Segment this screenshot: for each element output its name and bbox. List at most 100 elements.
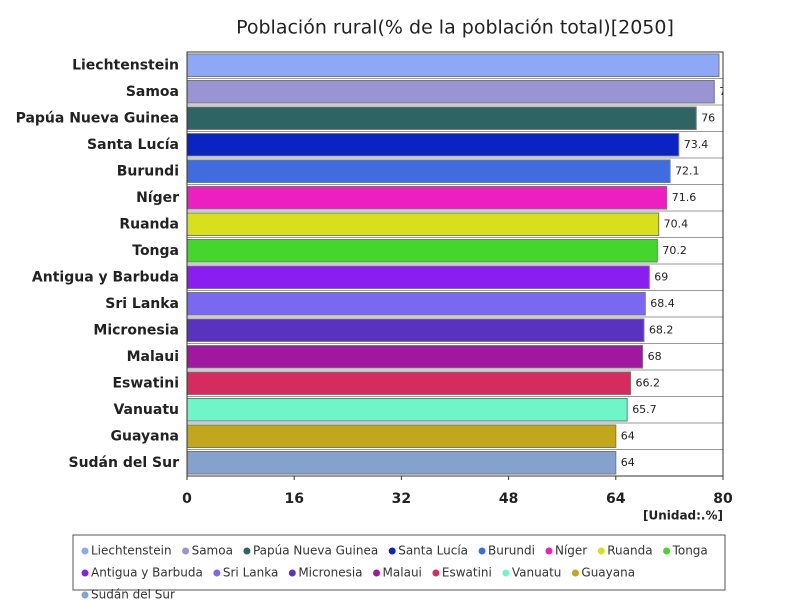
legend-label: Ruanda: [607, 544, 652, 558]
legend-marker: [432, 569, 440, 577]
y-tick-label: Papúa Nueva Guinea: [16, 110, 179, 126]
legend-marker: [478, 547, 486, 555]
y-tick-label: Samoa: [126, 84, 179, 100]
legend-label: Eswatini: [442, 566, 492, 580]
y-tick-label: Guayana: [111, 428, 179, 444]
bar: [187, 398, 628, 422]
bar: [187, 133, 680, 157]
legend-marker: [81, 569, 89, 577]
bar: [187, 186, 668, 210]
value-label: 70.2: [662, 244, 687, 257]
bar: [187, 345, 644, 369]
value-label: 71.6: [672, 191, 697, 204]
legend-item: Sudán del Sur: [81, 588, 175, 600]
legend-item: Burundi: [478, 544, 535, 558]
bar: [187, 212, 660, 236]
legend-marker: [81, 591, 89, 599]
value-label: 73.4: [684, 138, 709, 151]
x-tick-label: 0: [182, 491, 192, 507]
value-label: 66.2: [636, 376, 661, 389]
legend-marker: [243, 547, 251, 555]
legend-label: Níger: [555, 544, 587, 558]
legend-item: Micronesia: [288, 566, 363, 580]
legend-item: Antigua y Barbuda: [81, 566, 203, 580]
legend-box: [72, 534, 726, 591]
value-label: 64: [621, 429, 635, 442]
legend-label: Micronesia: [298, 566, 362, 580]
bar: [187, 80, 715, 104]
bar: [187, 265, 650, 289]
bar: [187, 424, 617, 448]
legend-item: Malaui: [373, 566, 422, 580]
legend-marker: [388, 547, 396, 555]
y-tick-label: Níger: [136, 190, 179, 206]
legend-label: Santa Lucía: [398, 544, 468, 558]
legend-label: Tonga: [672, 544, 708, 558]
y-tick-label: Ruanda: [119, 216, 179, 232]
value-label: 72.1: [675, 164, 700, 177]
legend-label: Liechtenstein: [91, 544, 172, 558]
value-label: 68.2: [649, 323, 674, 336]
legend-marker: [663, 547, 671, 555]
bar: [187, 159, 671, 183]
legend-item: Vanuatu: [502, 566, 561, 580]
value-label: 76: [701, 111, 715, 124]
legend-item: Santa Lucía: [388, 544, 468, 558]
x-tick-label: 48: [499, 491, 518, 507]
bar: [187, 451, 617, 475]
legend-item: Samoa: [182, 544, 233, 558]
legend-item: Níger: [545, 544, 587, 558]
legend-label: Samoa: [192, 544, 233, 558]
value-label: 65.7: [632, 403, 657, 416]
legend-label: Sudán del Sur: [91, 588, 175, 600]
legend-item: Sri Lanka: [213, 566, 278, 580]
plot-border: [186, 51, 724, 477]
x-tick-label: 32: [392, 491, 411, 507]
value-label: 68.4: [650, 297, 675, 310]
legend-item: Tonga: [663, 544, 708, 558]
legend-label: Guayana: [581, 566, 635, 580]
value-label: 79.4: [724, 58, 749, 71]
y-tick-label: Liechtenstein: [72, 57, 179, 73]
unit-label: [Unidad:.%]: [643, 509, 723, 523]
legend-item: Liechtenstein: [81, 544, 172, 558]
bar: [187, 106, 697, 130]
legend-marker: [213, 569, 221, 577]
plot-area: 79.4 78.7 76 73.4 72.1 71.6 70.4 70.2 69 68.4 68.2…: [187, 52, 749, 476]
legend-marker: [571, 569, 579, 577]
y-tick-label: Antigua y Barbuda: [32, 269, 179, 285]
value-label: 70.4: [664, 217, 689, 230]
value-label: 64: [621, 456, 635, 469]
legend-marker: [373, 569, 381, 577]
legend-item: Papúa Nueva Guinea: [243, 544, 378, 558]
legend-marker: [81, 547, 89, 555]
y-tick-label: Micronesia: [93, 322, 179, 338]
legend-item: Guayana: [571, 566, 635, 580]
legend-label: Malaui: [383, 566, 422, 580]
bar: [187, 239, 658, 263]
y-tick-label: Burundi: [117, 163, 179, 179]
bar: [187, 318, 645, 342]
legend-marker: [597, 547, 605, 555]
legend-item: Eswatini: [432, 566, 492, 580]
legend-label: Papúa Nueva Guinea: [253, 544, 378, 558]
legend-label: Burundi: [488, 544, 535, 558]
y-tick-label: Tonga: [132, 243, 179, 259]
legend-marker: [288, 569, 296, 577]
y-tick-label: Sri Lanka: [105, 296, 179, 312]
value-label: 68: [648, 350, 662, 363]
legend-label: Vanuatu: [512, 566, 562, 580]
value-label: 78.7: [719, 85, 744, 98]
legend-marker: [502, 569, 510, 577]
legend-marker: [545, 547, 553, 555]
y-tick-label: Santa Lucía: [87, 137, 179, 153]
bar: [187, 53, 720, 77]
chart-title: Población rural(% de la población total)…: [236, 17, 674, 39]
legend-label: Antigua y Barbuda: [91, 566, 203, 580]
value-label: 69: [654, 270, 668, 283]
bar: [187, 371, 632, 395]
legend-marker: [182, 547, 190, 555]
x-tick-label: 64: [606, 491, 626, 507]
y-tick-label: Vanuatu: [113, 402, 179, 418]
